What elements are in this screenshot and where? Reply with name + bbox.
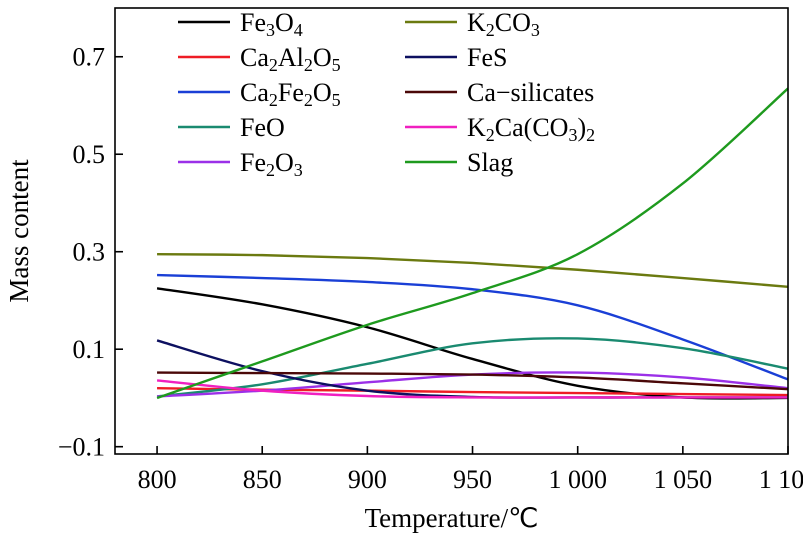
x-axis-title: Temperature/℃ — [365, 503, 539, 533]
legend-label-9: Slag — [467, 148, 513, 177]
legend-label-4: Fe2O3 — [240, 148, 303, 180]
legend-label-2: Ca2Fe2O5 — [240, 78, 341, 110]
y-tick-label: 0.1 — [73, 335, 106, 364]
y-tick-label: 0.5 — [73, 140, 106, 169]
x-tick-label: 1 000 — [548, 465, 607, 494]
ticks-layer: 800 850 900 950 1 000 1 050 1 100 −0.1 0.1 0.3 0.5… — [58, 43, 803, 494]
x-tick-label: 800 — [138, 465, 177, 494]
series-layer — [156, 87, 789, 400]
legend-label-3: FeO — [240, 113, 285, 142]
legend-label-1: Ca2Al2O5 — [240, 43, 341, 75]
series-line-3 — [156, 337, 789, 398]
series-line-5 — [157, 252, 789, 289]
x-tick-label: 900 — [348, 465, 387, 494]
x-tick-label: 950 — [453, 465, 492, 494]
y-tick-label: 0.7 — [73, 43, 106, 72]
series-line-2 — [157, 273, 789, 381]
y-tick-label: 0.3 — [73, 238, 106, 267]
series-line-7 — [157, 371, 789, 391]
legend-label-7: Ca−silicates — [467, 78, 594, 107]
y-tick-label: −0.1 — [58, 433, 105, 462]
legend-label-8: K2Ca(CO3)2 — [467, 113, 595, 145]
legend-label-5: K2CO3 — [467, 8, 540, 40]
series-line-8 — [156, 379, 788, 399]
series-line-9 — [156, 87, 789, 400]
legend-label-6: FeS — [467, 43, 507, 72]
legend-label-0: Fe3O4 — [240, 8, 303, 40]
y-axis-title: Mass content — [4, 159, 34, 303]
x-tick-label: 1 100 — [759, 465, 803, 494]
x-tick-label: 850 — [243, 465, 282, 494]
x-tick-label: 1 050 — [654, 465, 713, 494]
plot-frame — [114, 7, 789, 455]
